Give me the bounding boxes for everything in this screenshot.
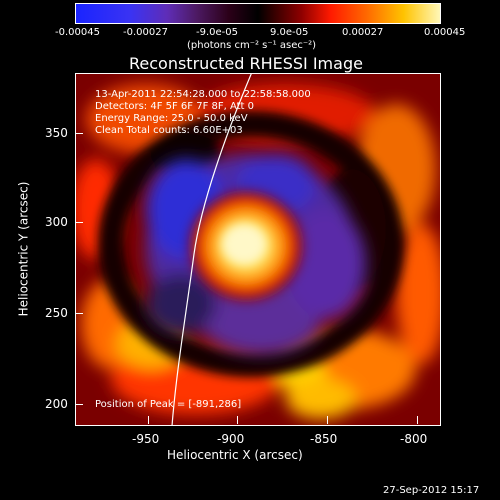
y-tick-label: 250 xyxy=(45,306,68,320)
y-tick-label: 200 xyxy=(45,397,68,411)
clean-counts-label: Clean Total counts: 6.60E+03 xyxy=(95,125,243,136)
x-tick-mark xyxy=(148,416,149,424)
x-tick-label: -800 xyxy=(400,432,428,446)
x-tick-mark xyxy=(237,416,238,424)
y-tick-label: 350 xyxy=(45,126,68,140)
y-tick-mark xyxy=(75,222,83,223)
y-tick-mark xyxy=(75,313,83,314)
timestamp-label: 27-Sep-2012 15:17 xyxy=(383,485,480,496)
plot-title: Reconstructed RHESSI Image xyxy=(129,54,363,73)
solar-limb-curve xyxy=(171,74,252,425)
colorbar xyxy=(75,3,441,24)
colorbar-tick-label: -0.00045 xyxy=(55,27,100,38)
detectors-label: Detectors: 4F 5F 6F 7F 8F, Att 0 xyxy=(95,101,255,112)
x-tick-label: -850 xyxy=(310,432,338,446)
colorbar-tick-label: -0.00027 xyxy=(123,27,168,38)
colorbar-tick-label: 9.0e-05 xyxy=(270,27,309,38)
colorbar-tick-label: 0.00045 xyxy=(424,27,466,38)
y-tick-mark xyxy=(75,133,83,134)
colorbar-units: (photons cm⁻² s⁻¹ asec⁻²) xyxy=(187,40,317,51)
colorbar-tick-label: 0.00027 xyxy=(342,27,384,38)
image-plot-area xyxy=(75,73,441,426)
x-tick-mark xyxy=(417,416,418,424)
time-range-label: 13-Apr-2011 22:54:28.000 to 22:58:58.000 xyxy=(95,89,311,100)
x-tick-label: -900 xyxy=(217,432,245,446)
y-axis-title: Heliocentric Y (arcsec) xyxy=(16,181,31,317)
x-tick-mark xyxy=(327,416,328,424)
peak-source xyxy=(184,186,308,306)
y-tick-mark xyxy=(75,404,83,405)
peak-position-label: Position of Peak = [-891,286] xyxy=(95,399,242,410)
reconstructed-image xyxy=(76,74,440,425)
y-tick-label: 300 xyxy=(45,215,68,229)
energy-range-label: Energy Range: 25.0 - 50.0 keV xyxy=(95,113,248,124)
x-tick-label: -950 xyxy=(132,432,160,446)
colorbar-tick-label: -9.0e-05 xyxy=(196,27,238,38)
x-axis-title: Heliocentric X (arcsec) xyxy=(167,448,303,462)
